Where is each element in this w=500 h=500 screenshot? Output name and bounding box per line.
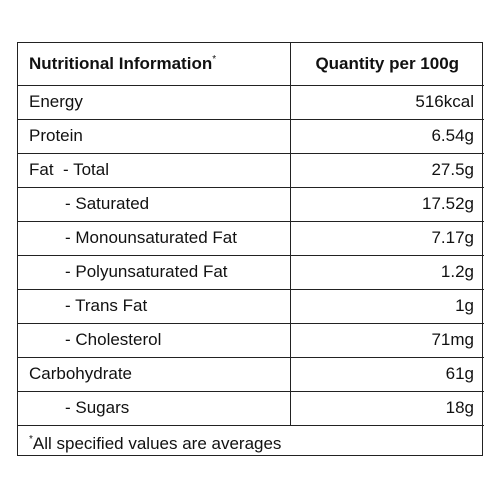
fat-label: Fat — [29, 160, 54, 179]
row-value: 516kcal — [290, 85, 484, 120]
asterisk-mark: * — [212, 53, 217, 65]
table-row-protein: Protein 6.54g — [18, 119, 484, 154]
table-row-sugars: - Sugars 18g — [18, 391, 484, 426]
table-row-monounsaturated: - Monounsaturated Fat 7.17g — [18, 221, 484, 256]
row-label: Energy — [18, 85, 291, 120]
header-quantity: Quantity per 100g — [290, 43, 484, 86]
row-value: 1.2g — [290, 255, 484, 290]
table-row-polyunsaturated: - Polyunsaturated Fat 1.2g — [18, 255, 484, 290]
row-value: 6.54g — [290, 119, 484, 154]
footnote: *All specified values are averages — [18, 426, 482, 454]
footnote-text: All specified values are averages — [32, 433, 282, 453]
row-label: Fat - Total — [18, 153, 291, 188]
row-value: 18g — [290, 391, 484, 426]
row-label: - Saturated — [18, 187, 291, 222]
row-label: Protein — [18, 119, 291, 154]
row-value: 61g — [290, 357, 484, 392]
row-label: - Trans Fat — [18, 289, 291, 324]
row-label: - Sugars — [18, 391, 291, 426]
row-value: 27.5g — [290, 153, 484, 188]
row-label: - Monounsaturated Fat — [18, 221, 291, 256]
table-row-energy: Energy 516kcal — [18, 85, 484, 120]
fat-total-label: - Total — [63, 160, 109, 179]
row-value: 7.17g — [290, 221, 484, 256]
row-value: 71mg — [290, 323, 484, 358]
row-label: - Polyunsaturated Fat — [18, 255, 291, 290]
table-row-fat-total: Fat - Total 27.5g — [18, 153, 484, 188]
table-row-saturated: - Saturated 17.52g — [18, 187, 484, 222]
table-header-row: Nutritional Information* Quantity per 10… — [18, 43, 484, 86]
row-value: 17.52g — [290, 187, 484, 222]
nutrition-table: Nutritional Information* Quantity per 10… — [18, 43, 484, 426]
nutrition-panel: Nutritional Information* Quantity per 10… — [17, 42, 484, 456]
row-label: Carbohydrate — [18, 357, 291, 392]
header-nutritional-information: Nutritional Information* — [18, 43, 291, 86]
table-row-carbohydrate: Carbohydrate 61g — [18, 357, 484, 392]
row-label: - Cholesterol — [18, 323, 291, 358]
footnote-asterisk: * — [29, 433, 33, 445]
table-row-cholesterol: - Cholesterol 71mg — [18, 323, 484, 358]
row-value: 1g — [290, 289, 484, 324]
table-row-trans-fat: - Trans Fat 1g — [18, 289, 484, 324]
